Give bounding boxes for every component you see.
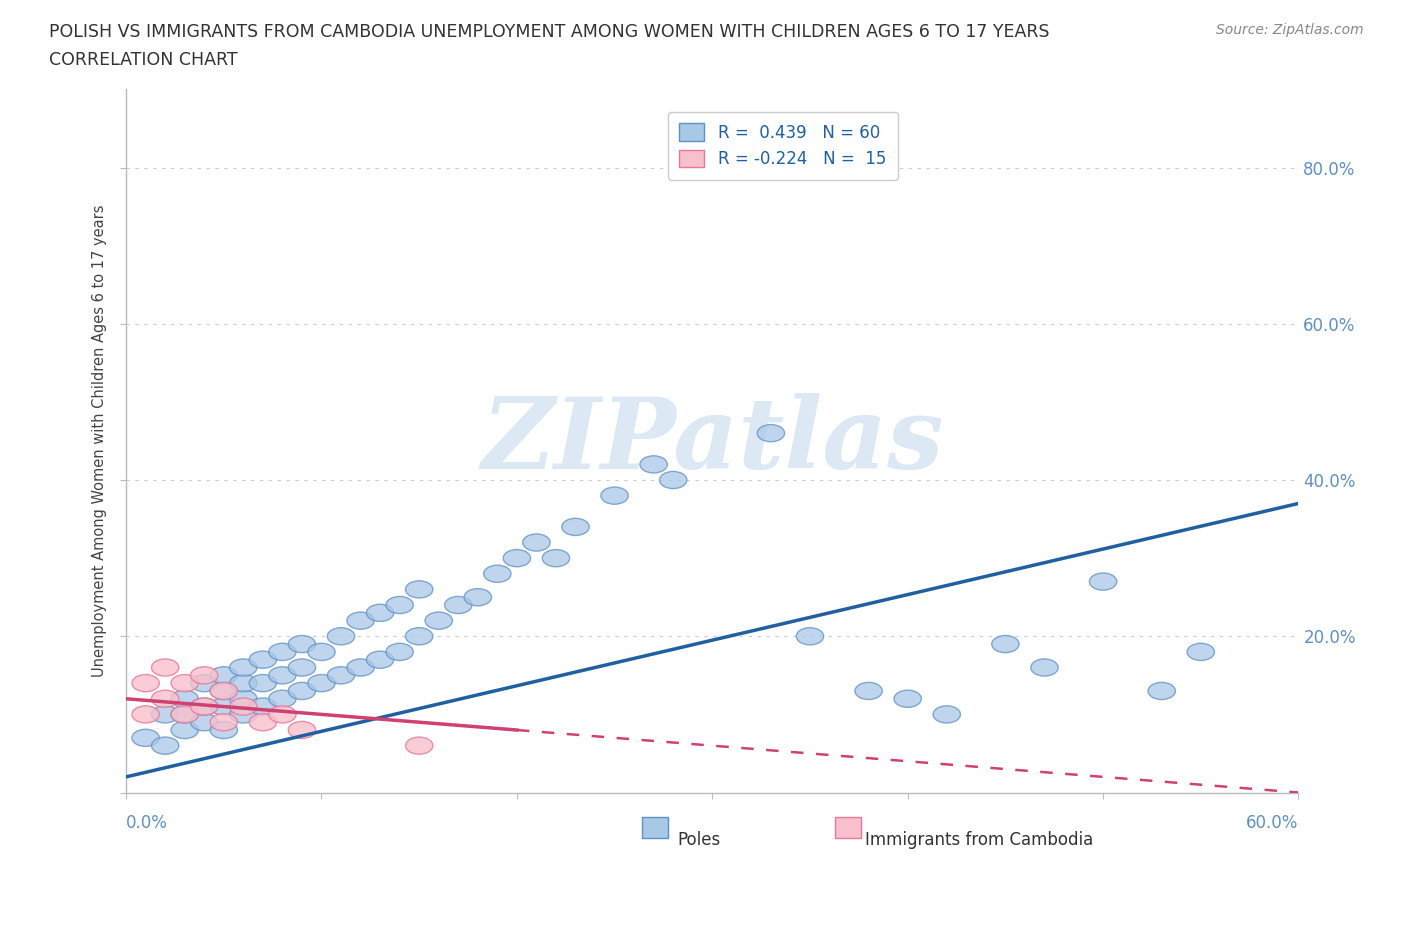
Ellipse shape: [308, 674, 335, 692]
Ellipse shape: [796, 628, 824, 644]
Ellipse shape: [367, 651, 394, 669]
Text: Source: ZipAtlas.com: Source: ZipAtlas.com: [1216, 23, 1364, 37]
Ellipse shape: [132, 706, 159, 723]
Ellipse shape: [659, 472, 688, 488]
Ellipse shape: [229, 706, 257, 723]
Ellipse shape: [229, 698, 257, 715]
Ellipse shape: [209, 683, 238, 699]
Ellipse shape: [347, 659, 374, 676]
Ellipse shape: [288, 635, 315, 653]
Ellipse shape: [191, 667, 218, 684]
Ellipse shape: [229, 690, 257, 708]
Ellipse shape: [172, 706, 198, 723]
Ellipse shape: [387, 596, 413, 614]
Ellipse shape: [464, 589, 492, 605]
Ellipse shape: [1187, 644, 1215, 660]
Ellipse shape: [288, 659, 315, 676]
Ellipse shape: [640, 456, 668, 473]
Ellipse shape: [405, 737, 433, 754]
Ellipse shape: [172, 722, 198, 738]
Ellipse shape: [269, 706, 297, 723]
Ellipse shape: [288, 683, 315, 699]
Ellipse shape: [191, 674, 218, 692]
Text: 60.0%: 60.0%: [1246, 814, 1299, 831]
Ellipse shape: [152, 690, 179, 708]
Ellipse shape: [229, 674, 257, 692]
Ellipse shape: [172, 690, 198, 708]
Ellipse shape: [229, 659, 257, 676]
Bar: [835, 817, 862, 838]
Ellipse shape: [855, 683, 883, 699]
Text: ZIPatlas: ZIPatlas: [481, 392, 943, 489]
Ellipse shape: [209, 698, 238, 715]
Ellipse shape: [484, 565, 510, 582]
Ellipse shape: [191, 713, 218, 731]
Ellipse shape: [132, 729, 159, 747]
Ellipse shape: [600, 487, 628, 504]
Ellipse shape: [209, 722, 238, 738]
Ellipse shape: [1031, 659, 1059, 676]
Ellipse shape: [269, 644, 297, 660]
Ellipse shape: [269, 667, 297, 684]
Ellipse shape: [387, 644, 413, 660]
Ellipse shape: [562, 518, 589, 536]
Ellipse shape: [209, 683, 238, 699]
Text: POLISH VS IMMIGRANTS FROM CAMBODIA UNEMPLOYMENT AMONG WOMEN WITH CHILDREN AGES 6: POLISH VS IMMIGRANTS FROM CAMBODIA UNEMP…: [49, 23, 1050, 41]
Ellipse shape: [288, 722, 315, 738]
Ellipse shape: [425, 612, 453, 630]
Ellipse shape: [444, 596, 472, 614]
Text: Immigrants from Cambodia: Immigrants from Cambodia: [865, 831, 1092, 849]
Ellipse shape: [347, 612, 374, 630]
Ellipse shape: [758, 425, 785, 442]
Ellipse shape: [191, 698, 218, 715]
Legend: R =  0.439   N = 60, R = -0.224   N =  15: R = 0.439 N = 60, R = -0.224 N = 15: [668, 112, 897, 179]
Ellipse shape: [172, 674, 198, 692]
Ellipse shape: [1149, 683, 1175, 699]
Bar: [643, 817, 668, 838]
Ellipse shape: [249, 713, 277, 731]
Ellipse shape: [191, 698, 218, 715]
Ellipse shape: [934, 706, 960, 723]
Ellipse shape: [209, 713, 238, 731]
Ellipse shape: [308, 644, 335, 660]
Ellipse shape: [367, 604, 394, 621]
Text: CORRELATION CHART: CORRELATION CHART: [49, 51, 238, 69]
Ellipse shape: [503, 550, 530, 566]
Ellipse shape: [249, 651, 277, 669]
Y-axis label: Unemployment Among Women with Children Ages 6 to 17 years: Unemployment Among Women with Children A…: [93, 205, 107, 677]
Ellipse shape: [152, 706, 179, 723]
Ellipse shape: [172, 706, 198, 723]
Ellipse shape: [1090, 573, 1116, 591]
Ellipse shape: [894, 690, 921, 708]
Ellipse shape: [543, 550, 569, 566]
Ellipse shape: [269, 690, 297, 708]
Ellipse shape: [991, 635, 1019, 653]
Ellipse shape: [405, 628, 433, 644]
Ellipse shape: [405, 581, 433, 598]
Ellipse shape: [152, 737, 179, 754]
Ellipse shape: [523, 534, 550, 551]
Ellipse shape: [132, 674, 159, 692]
Ellipse shape: [699, 143, 725, 161]
Ellipse shape: [249, 698, 277, 715]
Text: 0.0%: 0.0%: [127, 814, 167, 831]
Text: Poles: Poles: [678, 831, 720, 849]
Ellipse shape: [328, 667, 354, 684]
Ellipse shape: [209, 667, 238, 684]
Ellipse shape: [328, 628, 354, 644]
Ellipse shape: [152, 659, 179, 676]
Ellipse shape: [249, 674, 277, 692]
